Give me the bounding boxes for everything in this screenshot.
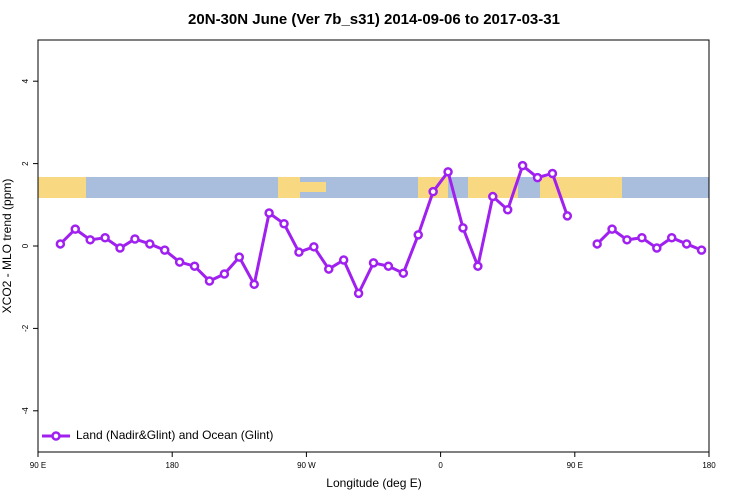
point	[249, 279, 259, 290]
point	[622, 235, 632, 245]
point	[159, 245, 170, 255]
point	[502, 204, 513, 215]
y-tick-label: -2	[21, 324, 30, 332]
point	[607, 224, 617, 234]
point	[100, 233, 110, 243]
x-tick-label: 90 W	[297, 461, 316, 470]
map-band	[38, 177, 709, 198]
land	[300, 182, 326, 192]
point	[174, 257, 185, 267]
point	[368, 258, 379, 268]
y-axis-label: XCO2 - MLO trend (ppm)	[0, 179, 14, 314]
legend-label: Land (Nadir&Glint) and Ocean (Glint)	[76, 428, 273, 442]
point	[55, 239, 66, 249]
point	[473, 261, 483, 271]
legend-marker	[51, 431, 61, 441]
point	[562, 211, 573, 221]
land	[468, 177, 518, 198]
point	[652, 243, 662, 253]
land	[278, 177, 300, 198]
point	[264, 208, 274, 218]
point	[428, 186, 438, 197]
x-tick-label: 180	[166, 461, 180, 470]
point	[204, 276, 215, 286]
y-tick-label: 2	[21, 161, 30, 166]
point	[294, 247, 304, 257]
point	[547, 168, 558, 179]
land	[38, 177, 86, 198]
point	[189, 261, 200, 271]
point	[592, 239, 602, 249]
point	[324, 264, 334, 274]
point	[413, 230, 423, 240]
point	[145, 239, 155, 249]
point	[115, 243, 125, 253]
point	[85, 235, 95, 245]
chart-title: 20N-30N June (Ver 7b_s31) 2014-09-06 to …	[188, 11, 560, 28]
point	[338, 255, 349, 265]
point	[279, 219, 289, 229]
point	[666, 233, 677, 243]
point	[398, 268, 409, 278]
point	[219, 269, 230, 279]
point	[681, 239, 692, 249]
land	[540, 177, 622, 198]
point	[532, 172, 543, 183]
point	[383, 261, 394, 271]
y-tick-label: -4	[21, 407, 30, 415]
point	[70, 224, 81, 234]
point	[637, 233, 647, 243]
x-tick-label: 90 E	[567, 461, 583, 470]
point	[309, 242, 319, 252]
x-axis-label: Longitude (deg E)	[326, 476, 421, 490]
point	[488, 191, 498, 202]
point	[234, 252, 245, 262]
x-tick-label: 180	[702, 461, 716, 470]
point	[353, 288, 364, 299]
point	[443, 167, 453, 177]
point	[696, 245, 707, 255]
y-tick-label: 0	[21, 243, 30, 248]
x-tick-label: 0	[438, 461, 443, 470]
point	[130, 234, 140, 244]
point	[517, 160, 528, 171]
y-tick-label: 4	[21, 78, 30, 83]
point	[458, 223, 468, 233]
x-tick-label: 90 E	[30, 461, 46, 470]
